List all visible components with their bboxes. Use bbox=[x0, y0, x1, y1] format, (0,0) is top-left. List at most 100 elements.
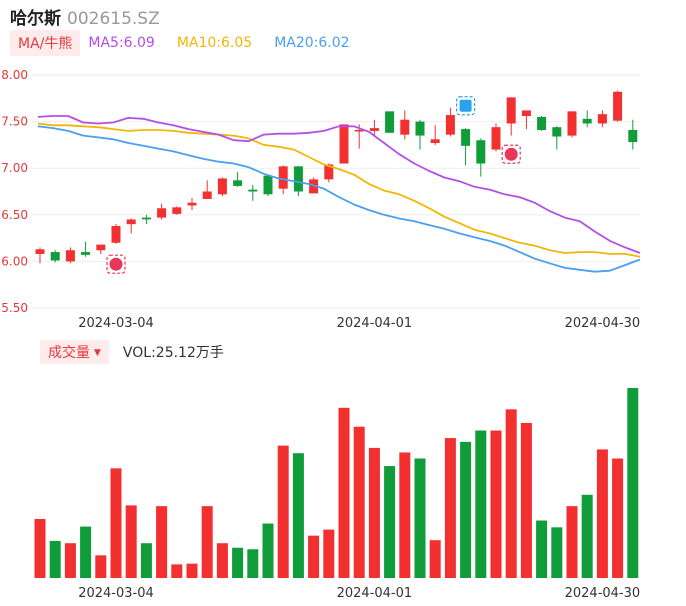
volume-indicator-tag[interactable]: 成交量 ▼ bbox=[40, 340, 109, 364]
ma10-label: MA10:6.05 bbox=[176, 35, 253, 51]
candle-body bbox=[233, 180, 243, 186]
bull-marker-icon-frame bbox=[501, 144, 521, 164]
candle-body bbox=[369, 128, 379, 131]
ma20-label: MA20:6.02 bbox=[274, 35, 350, 51]
volume-bar bbox=[308, 535, 320, 578]
candle-body bbox=[278, 166, 288, 189]
volume-x-tick-label: 2024-03-04 bbox=[78, 586, 154, 601]
stock-name: 哈尔斯 bbox=[10, 9, 61, 29]
candle-body bbox=[491, 127, 501, 150]
candle-body bbox=[339, 124, 349, 164]
volume-tag-label: 成交量 bbox=[48, 345, 90, 361]
candle-body bbox=[157, 208, 167, 218]
y-tick-label: 8.00 bbox=[1, 68, 28, 82]
volume-bar bbox=[460, 441, 472, 578]
volume-value: VOL:25.12万手 bbox=[122, 345, 224, 361]
candle-body bbox=[81, 252, 91, 255]
candle-body bbox=[65, 250, 75, 262]
candle-body bbox=[35, 249, 45, 254]
candle-body bbox=[445, 115, 455, 135]
candle-body bbox=[582, 118, 592, 124]
volume-bar bbox=[338, 407, 350, 578]
volume-bar bbox=[384, 466, 396, 578]
candle-body bbox=[293, 166, 303, 192]
volume-bar bbox=[353, 426, 365, 578]
volume-bar bbox=[444, 438, 456, 578]
y-tick-label: 6.00 bbox=[1, 254, 28, 268]
candle-body bbox=[613, 91, 623, 121]
candle-body bbox=[385, 111, 395, 133]
candle-body bbox=[187, 202, 197, 206]
candle-body bbox=[628, 129, 638, 143]
candle-body bbox=[248, 189, 258, 192]
volume-bar bbox=[551, 527, 563, 578]
volume-bar bbox=[429, 540, 441, 578]
volume-bar bbox=[368, 447, 380, 578]
volume-bar bbox=[156, 506, 168, 578]
volume-x-tick-label: 2024-04-30 bbox=[565, 586, 641, 601]
candle-body bbox=[506, 97, 516, 124]
volume-x-tick-label: 2024-04-01 bbox=[337, 586, 413, 601]
volume-bar bbox=[80, 526, 92, 578]
volume-bar bbox=[64, 543, 76, 578]
volume-bar bbox=[247, 549, 259, 578]
volume-bar bbox=[232, 547, 244, 578]
ma-indicator-tag[interactable]: MA/牛熊 bbox=[10, 30, 81, 56]
volume-bar bbox=[201, 506, 213, 578]
stock-header: 哈尔斯 002615.SZ bbox=[10, 4, 160, 29]
candle-body bbox=[597, 114, 607, 124]
y-tick-label: 5.50 bbox=[1, 301, 28, 315]
candle-body bbox=[96, 244, 106, 251]
volume-bar bbox=[140, 543, 152, 578]
volume-bar bbox=[475, 430, 487, 578]
volume-bar bbox=[490, 430, 502, 578]
volume-bar bbox=[612, 458, 624, 578]
ma20-line bbox=[37, 125, 641, 273]
volume-bar bbox=[277, 445, 289, 578]
volume-bar bbox=[171, 564, 183, 578]
candle-body bbox=[461, 129, 471, 146]
candle-body bbox=[400, 119, 410, 135]
bear-marker-icon-frame bbox=[456, 96, 476, 116]
volume-bar bbox=[566, 506, 578, 578]
volume-bar bbox=[95, 555, 107, 578]
candle-body bbox=[521, 110, 531, 117]
candle-body bbox=[126, 219, 136, 225]
volume-bar bbox=[505, 409, 517, 578]
y-tick-label: 7.00 bbox=[1, 161, 28, 175]
candle-body bbox=[430, 139, 440, 144]
candle-body bbox=[552, 127, 562, 137]
volume-legend: 成交量 ▼ VOL:25.12万手 bbox=[40, 340, 224, 364]
volume-bar bbox=[414, 458, 426, 578]
candle-body bbox=[111, 225, 121, 243]
candle-body bbox=[415, 121, 425, 136]
x-tick-label: 2024-04-30 bbox=[565, 316, 641, 331]
ma5-line bbox=[37, 115, 641, 254]
candle-body bbox=[537, 116, 547, 130]
volume-bar bbox=[186, 563, 198, 578]
ma-legend: MA/牛熊 MA5:6.09 MA10:6.05 MA20:6.02 bbox=[10, 30, 372, 56]
candle-body bbox=[172, 207, 182, 214]
bull-marker-icon bbox=[109, 257, 123, 271]
candle-body bbox=[50, 252, 60, 261]
volume-bar bbox=[262, 523, 274, 578]
candle-body bbox=[567, 111, 577, 136]
volume-bar bbox=[581, 494, 593, 578]
volume-bar bbox=[536, 520, 548, 578]
volume-bar bbox=[292, 453, 304, 578]
volume-bar bbox=[520, 422, 532, 578]
x-tick-label: 2024-03-04 bbox=[78, 316, 154, 331]
candle-body bbox=[324, 164, 334, 180]
ma10-line bbox=[37, 122, 641, 258]
x-tick-label: 2024-04-01 bbox=[337, 316, 413, 331]
candle-body bbox=[476, 140, 486, 164]
volume-bar bbox=[596, 449, 608, 578]
volume-bar bbox=[34, 519, 46, 578]
volume-bar bbox=[110, 468, 122, 578]
volume-bar bbox=[323, 529, 335, 578]
caret-down-icon: ▼ bbox=[94, 348, 101, 358]
candle-body bbox=[217, 178, 227, 195]
volume-bar bbox=[627, 388, 639, 578]
volume-bar bbox=[49, 540, 61, 578]
